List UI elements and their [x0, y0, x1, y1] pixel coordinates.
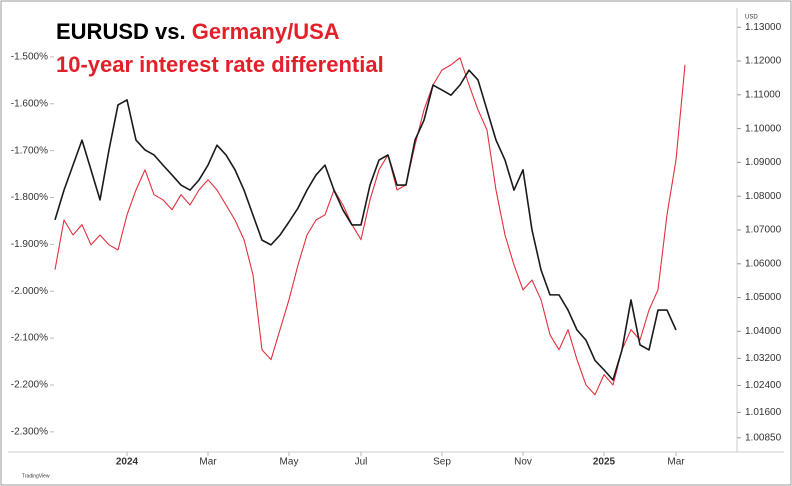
y2-tick-label: 1.00850	[745, 432, 782, 443]
y2-tick-label: 1.01600	[745, 407, 782, 418]
chart-title: EURUSD vs. Germany/USA	[56, 19, 340, 44]
y-tick-label: -1.900%	[11, 239, 48, 250]
x-tick-label: Sep	[433, 457, 451, 468]
y2-tick-label: 1.13000	[745, 22, 782, 33]
y-tick-label: -1.800%	[11, 192, 48, 203]
chart-subtitle: 10-year interest rate differential	[56, 52, 384, 77]
x-tick-label: Mar	[199, 457, 217, 468]
x-tick-label: Jul	[355, 457, 368, 468]
y2-tick-label: 1.04000	[745, 326, 782, 337]
y-tick-label: -2.300%	[11, 426, 48, 437]
title-black: EURUSD vs.	[56, 19, 186, 44]
y2-tick-label: 1.07000	[745, 225, 782, 236]
y2-tick-label: 1.08000	[745, 191, 782, 202]
x-tick-label: Mar	[667, 457, 685, 468]
y2-axis-label: USD	[745, 15, 758, 21]
series-line	[54, 57, 686, 396]
x-tick-label: May	[280, 457, 299, 468]
source: TradingView	[22, 473, 50, 479]
y2-tick-label: 1.02400	[745, 380, 782, 391]
y-tick-label: -1.500%	[11, 52, 48, 63]
y-tick-label: -2.100%	[11, 333, 48, 344]
title-red: Germany/USA	[192, 19, 340, 44]
x-tick-label: 2024	[116, 457, 139, 468]
y-tick-label: -1.600%	[11, 98, 48, 109]
y2-tick-label: 1.03200	[745, 353, 782, 364]
y2-tick-label: 1.06000	[745, 258, 782, 269]
y2-tick-label: 1.12000	[745, 56, 782, 67]
y2-tick-label: 1.09000	[745, 157, 782, 168]
y2-tick-label: 1.11000	[745, 89, 781, 100]
y-tick-label: -2.200%	[11, 380, 48, 391]
x-tick-label: 2025	[593, 457, 616, 468]
y-tick-label: -2.000%	[11, 286, 48, 297]
y2-tick-label: 1.05000	[745, 292, 782, 303]
series-line	[54, 69, 677, 381]
x-tick-label: Nov	[514, 457, 532, 468]
y-tick-label: -1.700%	[11, 145, 48, 156]
y2-tick-label: 1.10000	[745, 123, 782, 134]
